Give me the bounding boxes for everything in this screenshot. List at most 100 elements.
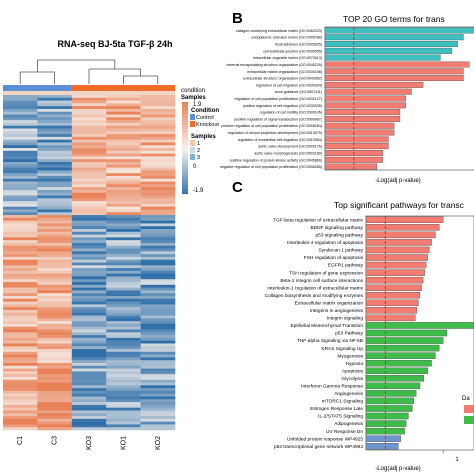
heatmap-cell [71,351,107,355]
heatmap-cell [106,251,141,255]
heatmap-cell [71,279,107,283]
heatmap-cell [140,287,176,291]
heatmap-cell [140,321,176,325]
heatmap-cell [3,215,38,219]
panel-c-category-label: TGF-beta regulation of extracellular mat… [273,217,363,223]
panel-c-category-label: TSH regulation of gene expression [289,270,363,276]
heatmap-cell [140,273,176,277]
panel-b-bar [324,136,389,143]
heatmap-cell [71,212,107,216]
heatmap-cell [71,108,107,113]
heatmap-cell [106,120,141,124]
panel-c-category-label: p53 signaling pathway [316,233,364,239]
heatmap-cell [37,120,73,124]
panel-b-go-terms: B TOP 20 GO terms for trans collagen-con… [220,10,474,184]
heatmap-cell [140,318,176,322]
panel-c-category-label: Estrogen Response Late [310,406,363,412]
heatmap-cell [140,371,176,375]
panel-b-category-label: extracellular structure organization (GO… [243,77,322,81]
heatmap-cell [71,95,107,99]
panel-c-category-label: Interleukin-1 regulation of extracellula… [267,285,363,291]
heatmap-cell [71,237,107,241]
heatmap-cell [37,402,73,406]
heatmap-cell [37,365,73,369]
heatmap-cell [71,131,107,135]
heatmap-cell [37,282,73,286]
heatmap-cell [106,284,141,288]
panel-b-category-label: focal adhesion (GO:0005925) [275,43,322,47]
heatmap-cell [3,399,38,403]
heatmap-cell [3,240,38,244]
heatmap-cell [106,254,141,258]
heatmap-cell [106,321,141,325]
heatmap-cell [106,309,141,314]
heatmap-cell [140,290,176,294]
heatmap-cell [140,122,176,127]
panel-c-bar [365,231,436,239]
heatmap-cell [140,413,176,417]
legend-scale-segment [182,122,188,126]
heatmap-cell [106,206,141,210]
heatmap-cell [71,192,107,196]
heatmap-cell [37,287,73,291]
heatmap-cell [3,245,38,249]
heatmap-cell [140,349,176,353]
heatmap-cell [3,223,38,227]
heatmap-cell [37,379,73,383]
heatmap-cell [3,323,38,328]
heatmap-cell [71,242,107,247]
legend-scale-segment [182,127,188,130]
heatmap-cell [106,293,141,297]
heatmap-cell [3,326,38,330]
panel-c-category-label: p53 transcriptional gene network WP4963 [274,444,363,450]
heatmap-cell [3,164,38,168]
heatmap-cell [140,145,176,149]
heatmap-cell [140,382,176,386]
panel-b-bar [324,95,406,102]
heatmap-cell [140,427,176,431]
heatmap-cell [3,424,38,428]
heatmap-cell [3,293,38,297]
heatmap-cell [140,108,176,113]
heatmap-cell [37,162,73,166]
heatmap-cell [3,410,38,414]
heatmap-cell [3,95,38,99]
heatmap-cell [106,187,141,191]
heatmap-cell [106,242,141,247]
heatmap-cell [71,259,107,263]
heatmap-cell [140,245,176,249]
legend-scale-segment [182,191,188,195]
heatmap-cell [71,117,107,121]
heatmap-cell [37,237,73,241]
heatmap-cell [3,332,38,336]
heatmap-cell [37,187,73,191]
heatmap-cell [71,326,107,330]
panel-b-letter: B [232,10,243,27]
heatmap-cell [3,150,38,154]
heatmap-cell [3,396,38,400]
heatmap-cell [71,315,107,319]
heatmap-cell [106,421,141,425]
legend-scale-segment [182,148,188,151]
panel-c-bars: TGF-beta regulation of extracellular mat… [265,215,474,453]
heatmap-cell [71,335,107,339]
heatmap-cell [37,396,73,400]
heatmap-cell [106,173,141,177]
heatmap-cell [140,206,176,210]
heatmap-cell [37,407,73,411]
heatmap-cell [3,329,38,333]
heatmap-cell [106,192,141,196]
heatmap-cell [106,365,141,369]
legend-scale-segment [182,120,188,123]
panel-b-bar [324,115,401,122]
panel-b-title: TOP 20 GO terms for trans [343,14,445,24]
heatmap-cell [3,421,38,425]
heatmap-cell [106,256,141,261]
heatmap-legend: condition Samples 1.9 Condition Control … [181,88,219,195]
panel-c-title: Top significant pathways for transc [334,200,465,210]
heatmap-cell [37,240,73,244]
heatmap-cell [37,117,73,121]
legend-scale-segment [182,187,188,190]
heatmap-cell [106,413,141,417]
heatmap-cell [140,240,176,244]
